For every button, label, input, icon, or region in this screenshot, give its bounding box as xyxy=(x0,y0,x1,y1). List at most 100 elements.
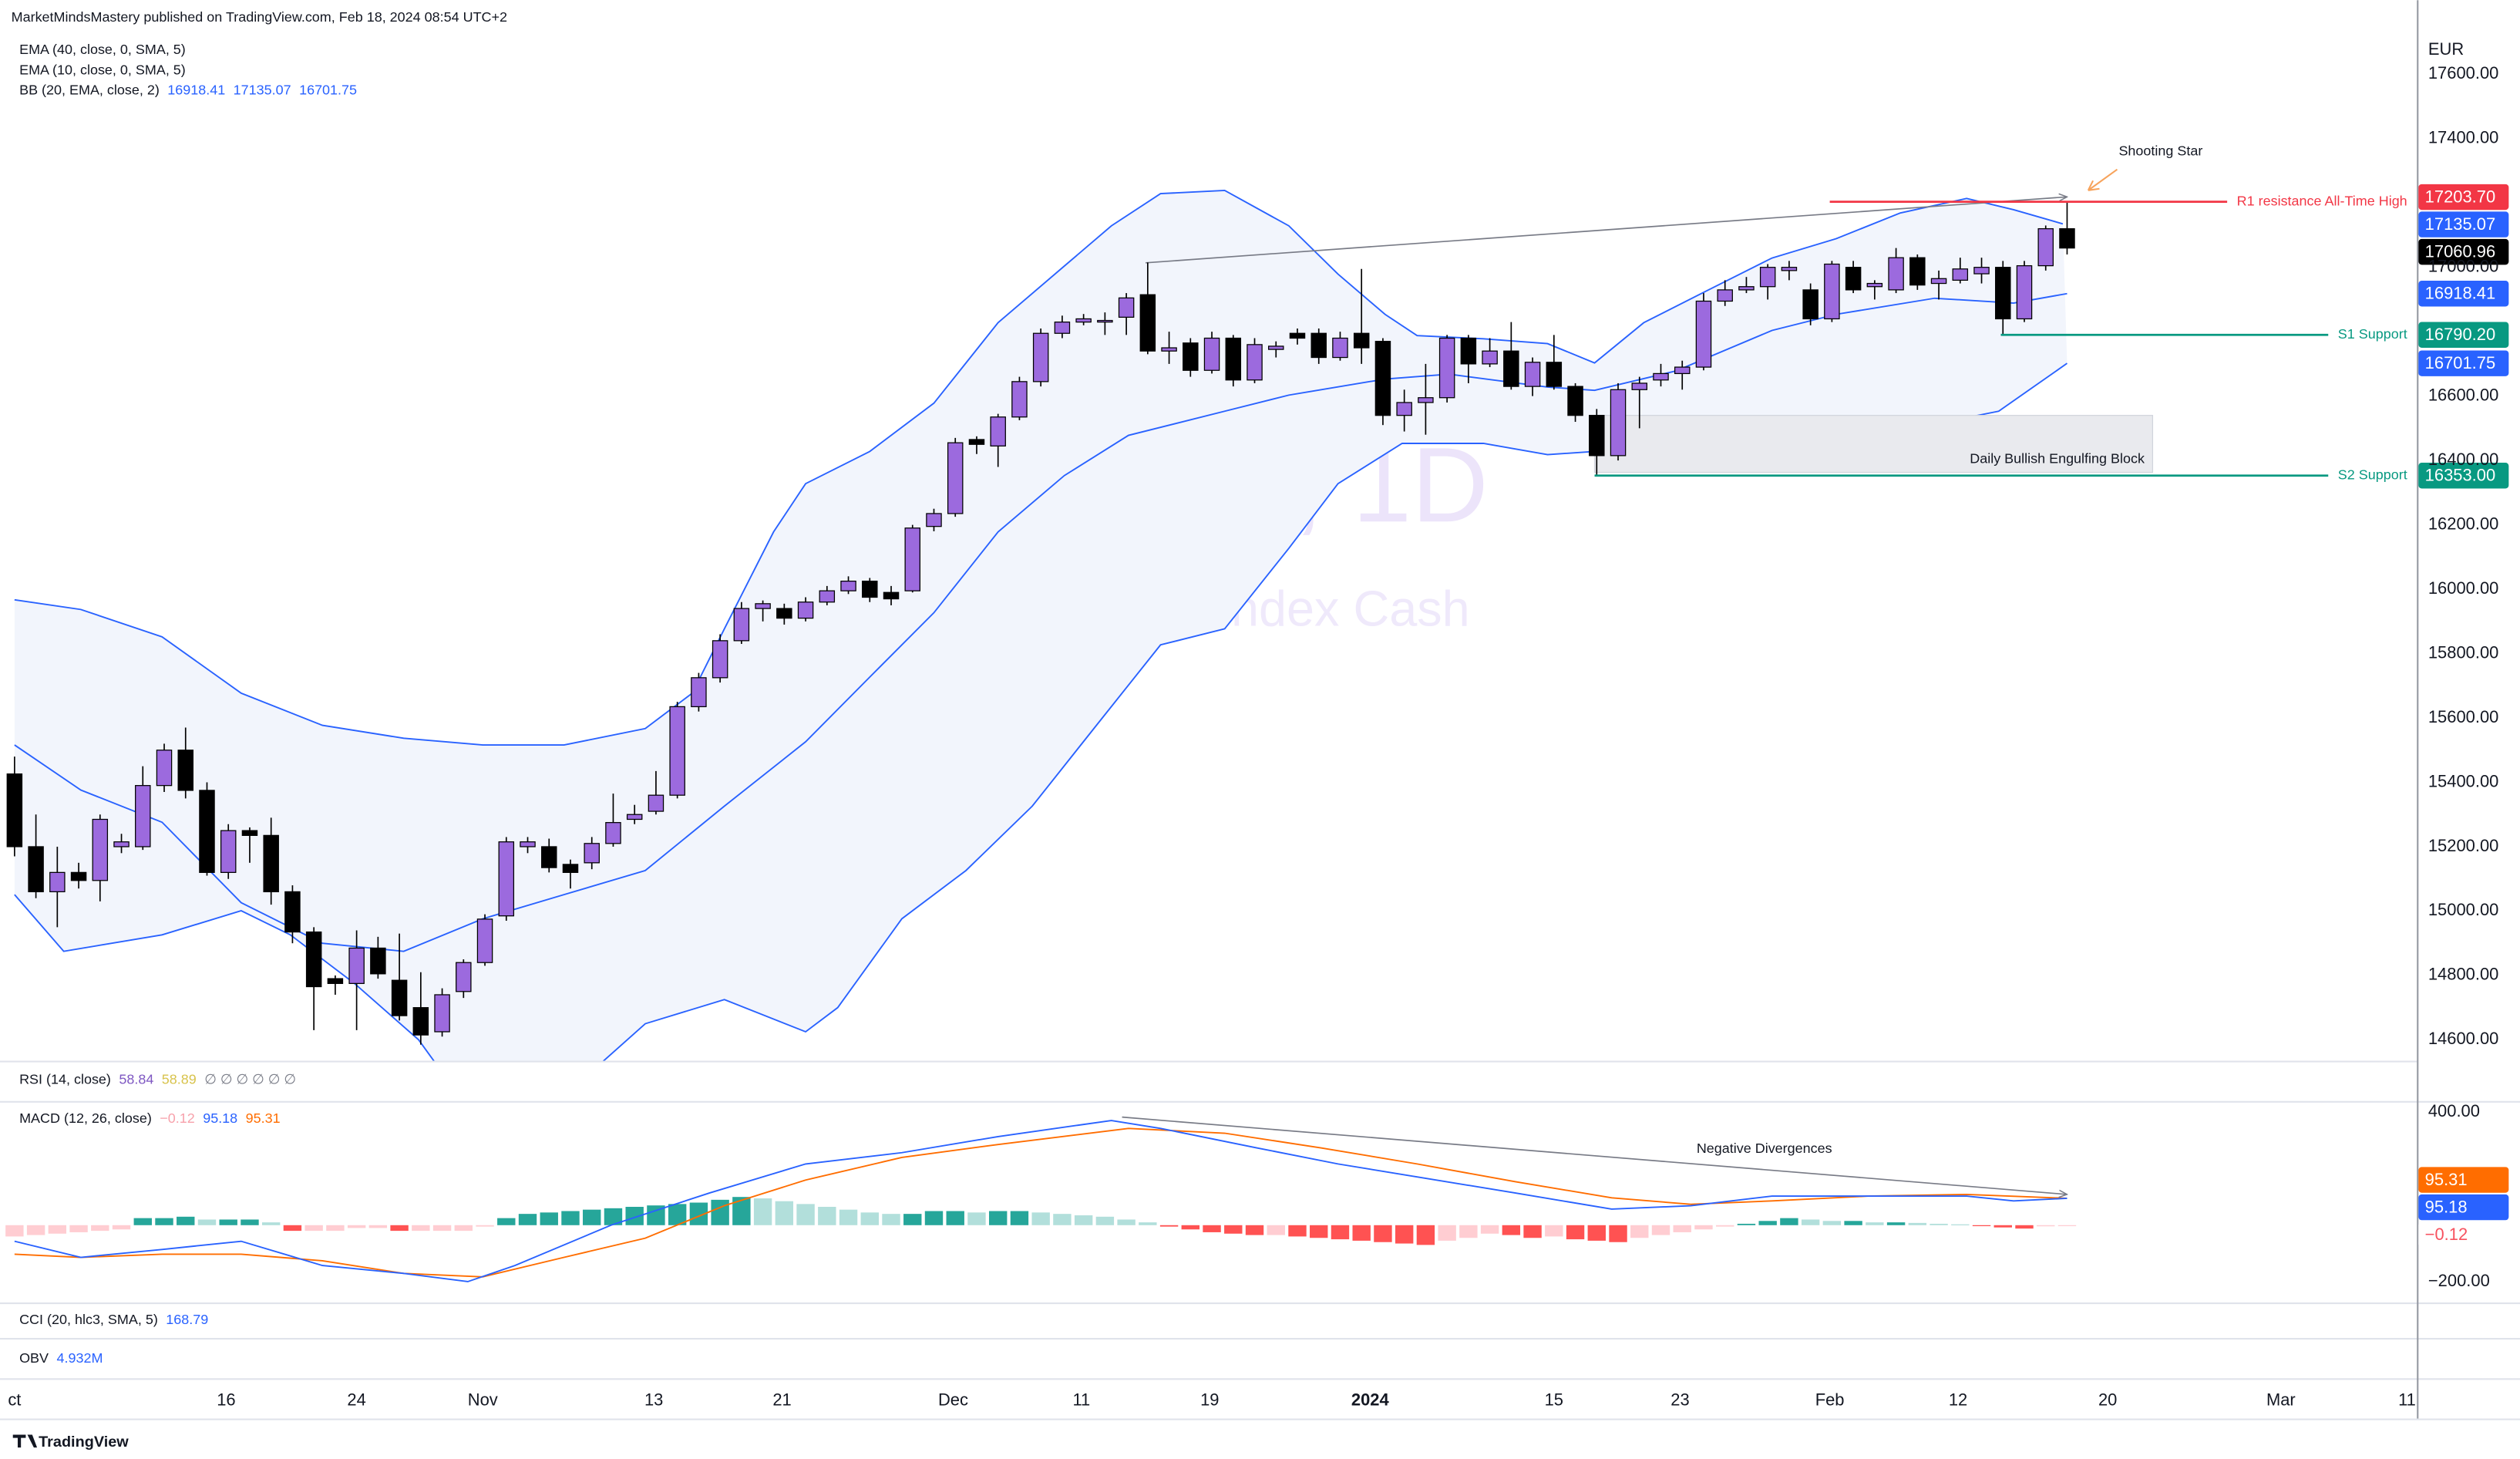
histogram-bar xyxy=(476,1225,494,1227)
candle-body xyxy=(1653,372,1669,381)
y-tick-label: 16000.00 xyxy=(2428,578,2499,598)
x-tick-label: 24 xyxy=(347,1390,365,1409)
x-tick-label: 2024 xyxy=(1351,1390,1390,1409)
histogram-bar xyxy=(2015,1225,2034,1229)
candle-body xyxy=(391,979,408,1016)
zone xyxy=(1593,415,2154,473)
histogram-bar xyxy=(540,1212,558,1225)
zone-label: Daily Bullish Engulfing Block xyxy=(1970,451,2145,467)
macd-pane xyxy=(5,1116,2077,1282)
y-tick-label: 16200.00 xyxy=(2428,514,2499,533)
y-tick-label: 15800.00 xyxy=(2428,642,2499,662)
candle-body xyxy=(498,841,515,917)
candle-body xyxy=(1738,286,1755,291)
indicator-value: 58.84 xyxy=(119,1071,153,1087)
y-tick-label: 17000.00 xyxy=(2428,256,2499,275)
candle-body xyxy=(1610,389,1627,457)
histogram-bar xyxy=(1801,1219,1820,1225)
candle-body xyxy=(1032,332,1049,382)
histogram-bar xyxy=(860,1212,879,1225)
candle-body xyxy=(156,750,173,787)
y-tick-label: 16600.00 xyxy=(2428,385,2499,404)
x-tick-label: 12 xyxy=(1949,1390,1967,1409)
histogram-bar xyxy=(583,1209,601,1225)
indicator-value: 4.932M xyxy=(56,1350,103,1366)
histogram-bar xyxy=(1822,1221,1842,1225)
indicator-legend: RSI (14, close) 58.84 58.89 ∅ ∅ ∅ ∅ ∅ ∅ xyxy=(19,1071,296,1087)
candle-body xyxy=(1503,350,1519,387)
indicator-value: 58.89 xyxy=(162,1071,197,1087)
indicator-legend: EMA (10, close, 0, SMA, 5) xyxy=(19,62,186,77)
candle-body xyxy=(733,608,750,642)
histogram-bar xyxy=(1395,1225,1414,1244)
indicator-value: −0.12 xyxy=(160,1110,194,1126)
candle-body xyxy=(1247,344,1263,381)
price-tag xyxy=(2418,463,2509,489)
histogram-bar xyxy=(1780,1218,1798,1225)
candle-body xyxy=(862,581,878,598)
candle-body xyxy=(1866,282,1883,288)
candle-body xyxy=(49,871,66,893)
x-tick-label: 11 xyxy=(1072,1390,1090,1409)
price-tag-label: 95.31 xyxy=(2425,1170,2468,1189)
y-tick-label: 15200.00 xyxy=(2428,836,2499,855)
candle-body xyxy=(1759,267,1776,288)
indicator-legend: OBV 4.932M xyxy=(19,1350,103,1366)
histogram-bar xyxy=(882,1214,900,1225)
candle-body xyxy=(1845,267,1862,291)
trendline xyxy=(1146,197,2067,264)
price-tag xyxy=(2418,281,2509,307)
histogram-bar xyxy=(368,1225,388,1228)
price-tag xyxy=(2418,238,2509,265)
histogram-bar xyxy=(1866,1222,1884,1225)
indicator-value: 16918.41 xyxy=(167,82,225,97)
histogram-bar xyxy=(304,1225,323,1232)
indicator-value: 168.79 xyxy=(166,1312,208,1327)
histogram-bar xyxy=(177,1216,195,1225)
histogram-bar xyxy=(753,1198,772,1225)
histogram-bar xyxy=(347,1225,366,1228)
histogram-bar xyxy=(1566,1225,1585,1240)
histogram-bar xyxy=(390,1225,409,1232)
price-tag xyxy=(2418,211,2509,238)
indicator-legend: CCI (20, hlc3, SMA, 5) 168.79 xyxy=(19,1312,208,1327)
x-tick-label: 16 xyxy=(217,1390,235,1409)
candle-body xyxy=(776,608,792,619)
y-tick-label: 14600.00 xyxy=(2428,1029,2499,1048)
histogram-bar xyxy=(818,1207,836,1225)
histogram-bar xyxy=(1630,1225,1649,1238)
candle-body xyxy=(1438,337,1455,399)
histogram-bar xyxy=(561,1211,580,1225)
price-tag xyxy=(2418,1167,2509,1193)
price-tag-label: 17203.70 xyxy=(2425,187,2496,206)
y-tick-label: 15600.00 xyxy=(2428,707,2499,726)
histogram-bar xyxy=(91,1225,109,1232)
candle-body xyxy=(926,513,942,527)
price-tag-label: 16918.41 xyxy=(2425,284,2496,303)
candle-body xyxy=(1268,345,1284,350)
histogram-bar xyxy=(775,1201,794,1225)
candle-body xyxy=(1695,300,1712,368)
candle-body xyxy=(883,591,900,600)
x-tick-label: Feb xyxy=(1815,1390,1845,1409)
price-tag-label: 16701.75 xyxy=(2425,353,2496,372)
candle-body xyxy=(1524,362,1541,387)
histogram-bar xyxy=(1844,1221,1862,1225)
annotation-arrow xyxy=(2087,168,2118,191)
x-tick-label: 11 xyxy=(2398,1390,2416,1409)
candle-body xyxy=(1289,332,1306,339)
histogram-bar xyxy=(1609,1225,1627,1242)
histogram-bar xyxy=(133,1218,152,1225)
indicator-title: CCI (20, hlc3, SMA, 5) xyxy=(19,1312,158,1327)
price-tag-label: −0.12 xyxy=(2425,1225,2468,1244)
candle-body xyxy=(476,918,493,963)
histogram-bar xyxy=(112,1225,131,1230)
price-tag-label: 95.18 xyxy=(2425,1197,2468,1216)
candle-body xyxy=(605,822,621,844)
histogram-bar xyxy=(1159,1225,1179,1227)
indicator-title: MACD (12, 26, close) xyxy=(19,1110,152,1126)
candle-body xyxy=(1909,257,1926,286)
histogram-bar xyxy=(946,1211,964,1225)
